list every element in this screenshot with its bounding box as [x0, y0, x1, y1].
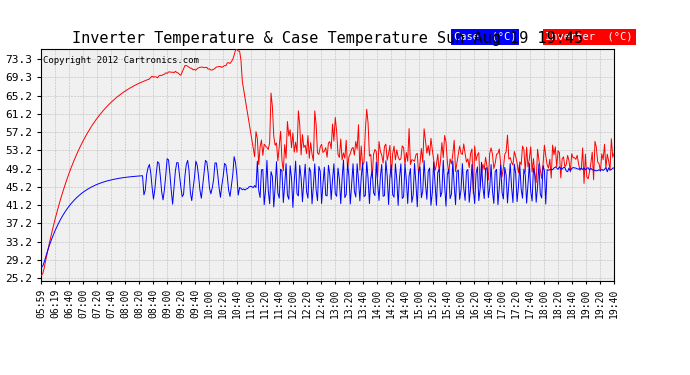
Title: Inverter Temperature & Case Temperature Sun Aug 19 19:45: Inverter Temperature & Case Temperature …	[72, 31, 583, 46]
Text: Case  (°C): Case (°C)	[454, 32, 516, 42]
Text: Inverter  (°C): Inverter (°C)	[545, 32, 633, 42]
Text: Copyright 2012 Cartronics.com: Copyright 2012 Cartronics.com	[43, 56, 199, 65]
